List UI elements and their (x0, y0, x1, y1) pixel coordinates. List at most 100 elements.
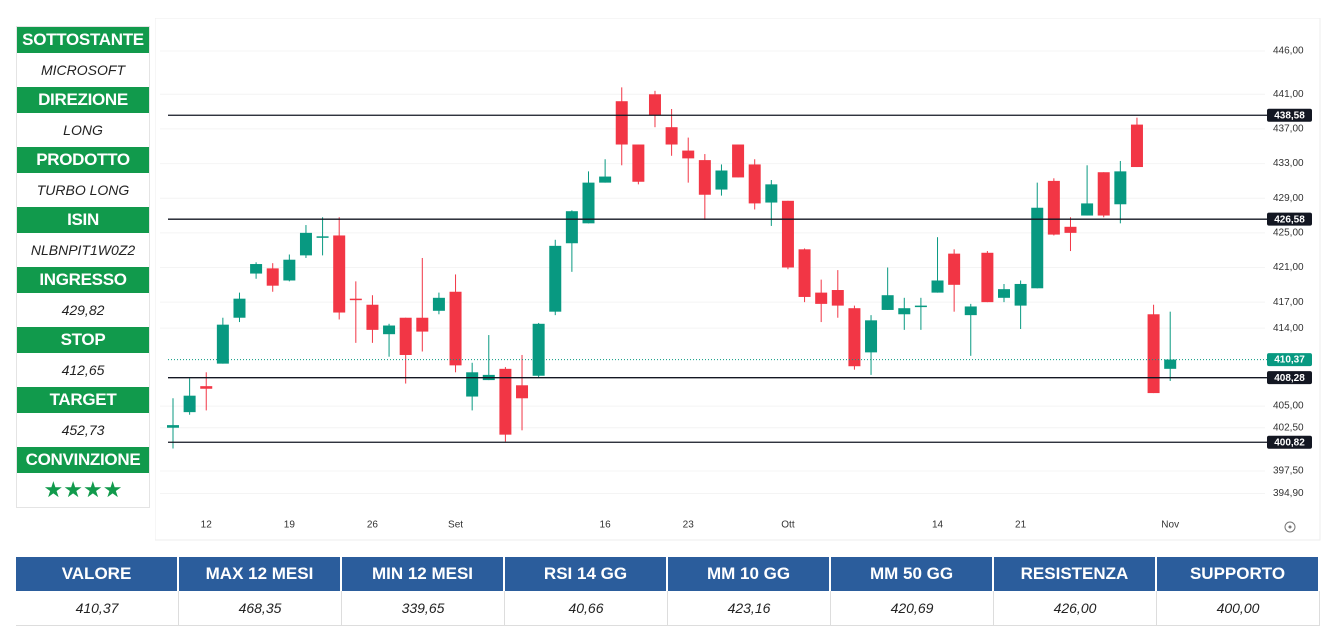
level-line-label: 408,28 (1274, 373, 1305, 384)
candle-body (648, 94, 661, 116)
table-header: MIN 12 MESI (342, 557, 505, 591)
y-tick-label: 437,00 (1273, 124, 1304, 135)
candle-body (233, 298, 246, 318)
y-tick-label: 421,00 (1273, 262, 1304, 273)
y-tick-label: 425,00 (1273, 227, 1304, 238)
x-tick-label: 14 (932, 520, 944, 531)
table-cell: 40,66 (505, 591, 668, 626)
candle-body (1047, 180, 1060, 235)
table-cell: 420,69 (831, 591, 994, 626)
y-tick-label: 402,50 (1273, 422, 1304, 433)
table-cell: 410,37 (16, 591, 179, 626)
candle-body (632, 144, 645, 182)
candle-body (216, 324, 229, 364)
candle-body (549, 245, 562, 312)
candle-body (998, 289, 1010, 298)
y-tick-label: 429,00 (1273, 193, 1304, 204)
level-line-label: 400,82 (1274, 437, 1305, 448)
sidebar: SOTTOSTANTE MICROSOFT DIREZIONE LONG PRODOTT… (16, 26, 150, 508)
sidebar-label: DIREZIONE (17, 87, 149, 113)
x-tick-label: 23 (683, 520, 695, 531)
candle-body (881, 295, 894, 310)
chart-frame (155, 18, 1321, 541)
table-header: MAX 12 MESI (179, 557, 342, 591)
table-header: MM 50 GG (831, 557, 994, 591)
sidebar-value: TURBO LONG (17, 173, 149, 207)
candle-body (416, 317, 429, 332)
sidebar-value: LONG (17, 113, 149, 147)
x-tick-label: 21 (1015, 520, 1027, 531)
candle-body (748, 164, 761, 204)
y-tick-label: 405,00 (1273, 401, 1304, 412)
y-tick-label: 414,00 (1273, 323, 1304, 334)
candle-body (1147, 314, 1160, 394)
candle-body (1014, 283, 1027, 306)
candle-body (665, 127, 678, 145)
table-cell: 423,16 (668, 591, 831, 626)
x-tick-label: 16 (600, 520, 612, 531)
table-header: RSI 14 GG (505, 557, 668, 591)
sidebar-value: 412,65 (17, 353, 149, 387)
x-tick-label: Set (448, 520, 463, 531)
sidebar-value: MICROSOFT (17, 53, 149, 87)
candle-body (383, 325, 396, 335)
last-price-line-label: 410,37 (1274, 355, 1305, 366)
candle-body (299, 232, 312, 256)
eye-pupil (1288, 525, 1292, 529)
sidebar-label: INGRESSO (17, 267, 149, 293)
candle-body (399, 317, 412, 355)
candle-body (565, 211, 578, 244)
y-tick-label: 397,50 (1273, 466, 1304, 477)
candle-body (1081, 203, 1094, 216)
candle-body (449, 291, 462, 366)
level-line-tag (1267, 371, 1312, 385)
candle-body (1114, 171, 1127, 205)
sidebar-label: SOTTOSTANTE (17, 27, 149, 53)
candle-body (981, 252, 994, 303)
candle-body (865, 320, 878, 353)
x-tick-label: Nov (1161, 520, 1179, 531)
candle-body (1130, 124, 1143, 168)
candle-body (349, 298, 362, 301)
candle-body (316, 236, 329, 238)
y-tick-label: 446,00 (1273, 46, 1304, 57)
candle-body (1097, 172, 1110, 216)
candle-body (815, 292, 828, 304)
candle-body (532, 323, 545, 376)
level-line-tag (1267, 212, 1312, 226)
candle-body (948, 253, 961, 285)
candle-body (283, 259, 296, 281)
table-cell: 339,65 (342, 591, 505, 626)
level-line-tag (1267, 108, 1312, 122)
sidebar-label: CONVINZIONE (17, 447, 149, 473)
table-header: RESISTENZA (994, 557, 1157, 591)
candle-body (333, 235, 346, 313)
candle-body (200, 386, 213, 389)
level-line-tag (1267, 435, 1312, 449)
table-cell: 468,35 (179, 591, 342, 626)
candle-body (366, 304, 379, 330)
candle-body (466, 372, 479, 397)
candle-body (798, 249, 811, 297)
candle-body (1064, 226, 1077, 233)
candle-body (599, 176, 612, 183)
sidebar-value: ★★★★ (17, 473, 149, 507)
y-tick-label: 433,00 (1273, 158, 1304, 169)
x-tick-label: 19 (284, 520, 296, 531)
table-cell: 400,00 (1157, 591, 1320, 626)
candle-body (183, 395, 196, 413)
candle-body (499, 368, 512, 435)
y-tick-label: 417,00 (1273, 297, 1304, 308)
candle-body (250, 264, 263, 274)
candle-body (516, 385, 529, 399)
candle-body (715, 170, 728, 190)
eye-icon[interactable] (1284, 521, 1296, 533)
table-header: SUPPORTO (1157, 557, 1320, 591)
candle-body (931, 280, 944, 293)
sidebar-label: ISIN (17, 207, 149, 233)
sidebar-label: TARGET (17, 387, 149, 413)
table-cell: 426,00 (994, 591, 1157, 626)
chart: 446,00 441,00 437,00 433,00 429,00 425,00 421,… (155, 18, 1321, 541)
candle-body (432, 297, 445, 311)
